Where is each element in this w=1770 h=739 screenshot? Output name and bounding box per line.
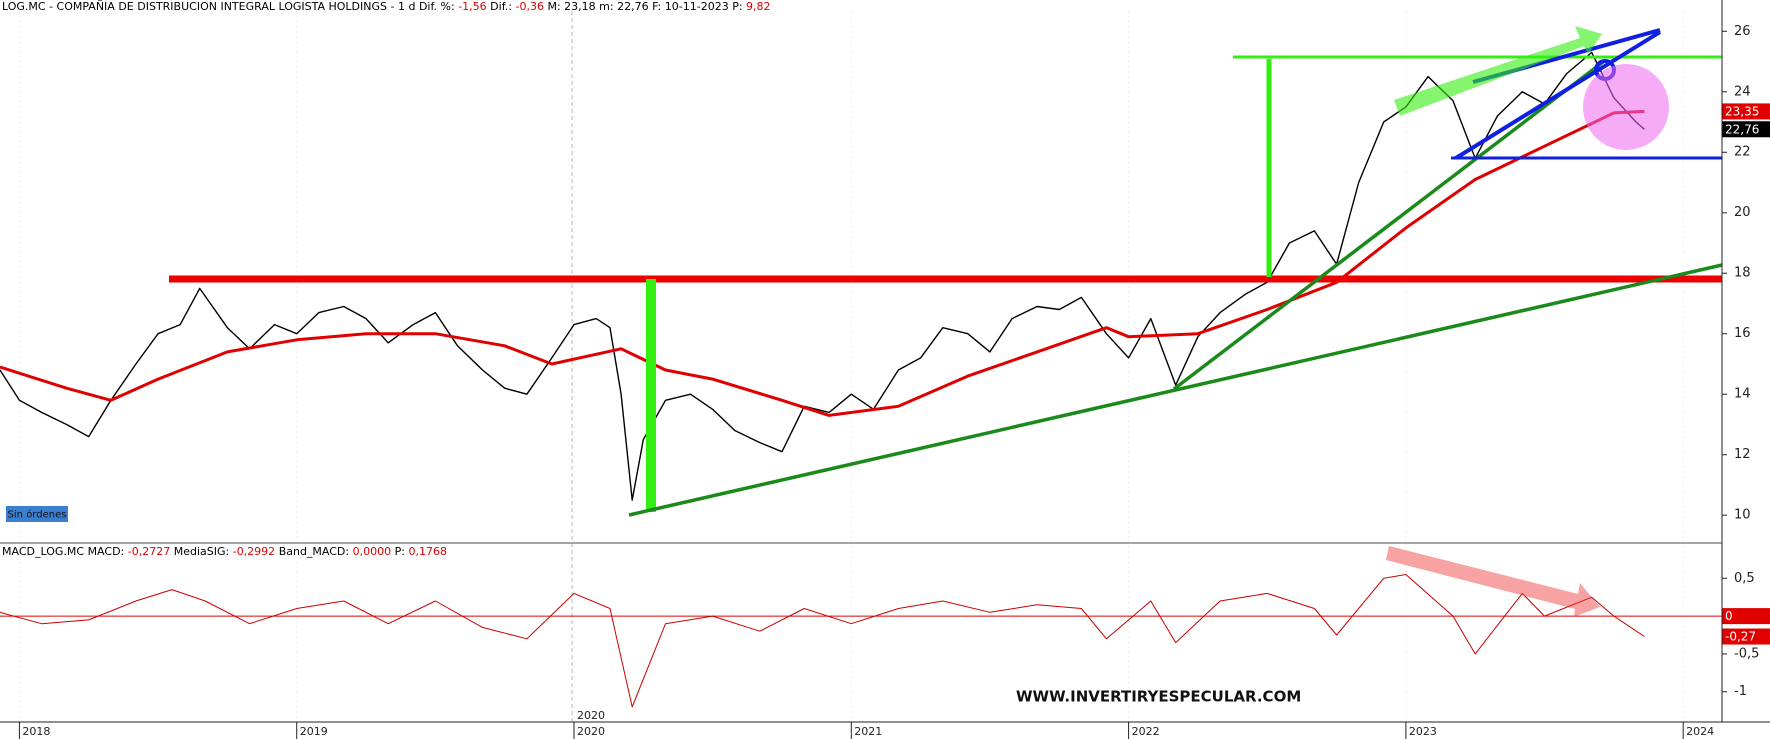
stat-label: M: <box>547 0 560 13</box>
panel-header: MACD_LOG.MC MACD: -0,2727 MediaSIG: -0,2… <box>2 545 447 558</box>
y-tick-label: -1 <box>1734 684 1747 699</box>
stat-value: -1,56 <box>458 0 486 13</box>
y-tick-label: 20 <box>1734 205 1751 220</box>
stat-value: 0,0000 <box>353 545 392 558</box>
trend-line <box>1172 60 1605 391</box>
stat-value: -0,2727 <box>128 545 170 558</box>
y-tick-label: 10 <box>1734 508 1751 523</box>
x-tick-label: 2020 <box>577 725 605 738</box>
panel-header: LOG.MC - COMPAÑIA DE DISTRIBUCION INTEGR… <box>2 0 771 13</box>
drawings: Sin órdenes WWW.INVERTIRYESPECULAR.COM <box>0 0 1770 723</box>
price-tag <box>1722 121 1770 138</box>
divergence-arrow <box>1386 546 1600 617</box>
stat-value: 10-11-2023 <box>665 0 729 13</box>
stat-value: 0,1768 <box>408 545 447 558</box>
x-tick-label: 2024 <box>1686 725 1714 738</box>
price-tag-label: 22,76 <box>1725 122 1759 136</box>
y-tick-label: 12 <box>1734 447 1751 462</box>
price-tag <box>1722 628 1770 645</box>
stat-label: F: <box>652 0 661 13</box>
series-line <box>0 109 1645 417</box>
badge-text: Sin órdenes <box>8 509 67 521</box>
wedge-line <box>1454 30 1662 160</box>
x-tick-label: 2018 <box>22 725 50 738</box>
badge <box>6 506 68 522</box>
stat-label: Dif. %: <box>419 0 455 13</box>
title: MACD_LOG.MC <box>2 545 84 558</box>
y-tick-label: 24 <box>1734 84 1751 99</box>
stat-value: -0,36 <box>515 0 543 13</box>
stat-value: -0,2992 <box>233 545 275 558</box>
y-tick-label: 18 <box>1734 266 1751 281</box>
x-tick-label: 2019 <box>300 725 328 738</box>
y-tick-label: 0,5 <box>1734 571 1755 586</box>
series-line <box>0 574 1645 708</box>
x-tick-label: 2021 <box>854 725 882 738</box>
y-tick-label: 16 <box>1734 326 1751 341</box>
stat-label: Band_MACD: <box>279 545 349 558</box>
price-tag-label: 23,35 <box>1725 104 1759 118</box>
price-tag-label: 0 <box>1725 609 1733 623</box>
y-tick-label: 26 <box>1734 24 1751 39</box>
stat-value: 22,76 <box>617 0 649 13</box>
y-tick-label: -0,5 <box>1734 646 1759 661</box>
y-tick-label: 14 <box>1734 387 1751 402</box>
x-tick-label: 2020 <box>577 709 605 722</box>
stat-label: MACD: <box>88 545 125 558</box>
stat-value: 23,18 <box>564 0 596 13</box>
price-tag <box>1722 608 1770 625</box>
x-tick-label: 2023 <box>1409 725 1437 738</box>
price-tag-label: -0,27 <box>1725 630 1756 644</box>
y-tick-label: 22 <box>1734 145 1751 160</box>
trend-arrow <box>1394 26 1602 116</box>
stat-label: MediaSIG: <box>174 545 230 558</box>
stat-label: P: <box>732 0 742 13</box>
stat-value: 9,82 <box>746 0 771 13</box>
watermark: WWW.INVERTIRYESPECULAR.COM <box>1016 688 1301 706</box>
title: LOG.MC - COMPAÑIA DE DISTRIBUCION INTEGR… <box>2 0 415 13</box>
price-tag <box>1722 103 1770 120</box>
highlight-circle <box>1583 64 1669 150</box>
x-tick-label: 2022 <box>1132 725 1160 738</box>
stat-label: P: <box>395 545 405 558</box>
stat-label: m: <box>599 0 613 13</box>
stat-label: Dif.: <box>490 0 512 13</box>
